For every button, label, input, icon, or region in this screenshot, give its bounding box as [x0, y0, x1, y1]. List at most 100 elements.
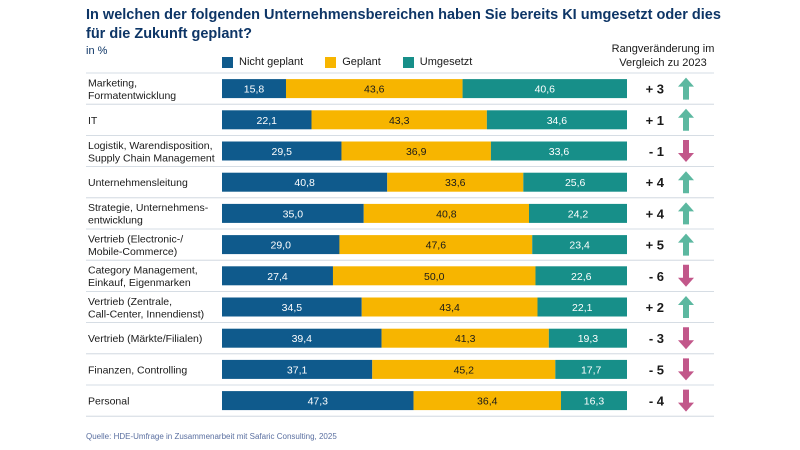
bar-segment	[490, 141, 627, 161]
rank-change-header: Rangveränderung im Vergleich zu 2023	[608, 42, 718, 70]
legend-label-nicht-geplant: Nicht geplant	[239, 56, 304, 68]
arrow-up-icon	[678, 202, 694, 225]
arrow-up-icon	[678, 171, 694, 194]
data-label: 43,6	[364, 84, 385, 96]
data-label: 41,3	[455, 333, 476, 345]
arrow-down-icon	[678, 389, 694, 412]
data-label: 36,9	[406, 146, 427, 158]
category-label: entwicklung	[88, 215, 143, 227]
data-label: 33,6	[445, 177, 466, 189]
data-label: 22,6	[571, 271, 592, 283]
data-label: 17,7	[581, 364, 602, 376]
category-label: Vertrieb (Zentrale,	[88, 296, 172, 308]
bar-segment	[535, 266, 627, 286]
rank-change-value: - 1	[649, 144, 664, 159]
arrow-down-icon	[678, 140, 694, 162]
bar-segment	[528, 203, 627, 223]
rank-change-value: - 5	[649, 362, 664, 377]
bar-segment	[339, 235, 533, 255]
bar-segment	[285, 79, 463, 99]
bar-segment	[413, 391, 561, 411]
data-label: 23,4	[569, 240, 590, 252]
bar-segment	[486, 110, 627, 130]
arrow-down-icon	[678, 358, 694, 381]
data-label: 19,3	[578, 333, 599, 345]
data-label: 29,0	[271, 240, 292, 252]
bar-segment	[462, 79, 627, 99]
legend-item-geplant: Geplant	[325, 56, 381, 68]
data-label: 40,8	[294, 177, 315, 189]
rank-change-value: + 2	[646, 300, 664, 315]
data-label: 22,1	[257, 115, 278, 127]
category-label: Personal	[88, 396, 129, 408]
data-label: 22,1	[572, 302, 593, 314]
arrow-up-icon	[678, 108, 694, 131]
bar-segment	[532, 235, 627, 255]
rank-change-header-line-2: Vergleich zu 2023	[619, 57, 707, 69]
category-label: Formatentwicklung	[88, 90, 176, 102]
rank-change-header-line-1: Rangveränderung im	[611, 43, 715, 55]
bar-segment	[222, 359, 373, 379]
data-label: 15,8	[244, 84, 265, 96]
bar-segment	[537, 297, 627, 317]
data-label: 29,5	[272, 146, 293, 158]
legend-label-geplant: Geplant	[342, 56, 381, 68]
bar-segment	[372, 359, 556, 379]
rank-change-value: - 6	[649, 269, 664, 284]
data-label: 37,1	[287, 364, 308, 376]
bar-segment	[222, 391, 414, 411]
data-label: 40,6	[535, 84, 556, 96]
data-label: 33,6	[549, 146, 570, 158]
data-label: 45,2	[454, 364, 475, 376]
arrow-up-icon	[678, 77, 694, 100]
bar-segment	[222, 110, 312, 130]
category-label: Logistik, Warendisposition,	[88, 140, 213, 152]
legend-swatch-geplant	[325, 56, 337, 68]
category-label: IT	[88, 115, 98, 127]
data-label: 34,5	[282, 302, 303, 314]
bar-segment	[222, 328, 382, 348]
legend-swatch-umgesetzt	[402, 56, 414, 68]
data-label: 16,3	[584, 396, 605, 408]
legend-swatch-nicht-geplant	[222, 56, 233, 68]
rank-change-value: + 4	[646, 206, 665, 221]
legend-item-nicht-geplant: Nicht geplant	[222, 56, 303, 68]
bar-segment	[341, 141, 491, 161]
data-label: 43,4	[439, 302, 460, 314]
rank-change-value: + 5	[646, 238, 664, 253]
bar-segment	[222, 172, 388, 192]
bar-segment	[332, 266, 536, 286]
category-label: Call-Center, Innendienst)	[88, 308, 204, 320]
category-label: Supply Chain Management	[88, 152, 215, 164]
bar-segment	[361, 297, 538, 317]
category-label: Category Management,	[88, 265, 198, 277]
category-label: Finanzen, Controlling	[88, 364, 187, 376]
legend: Nicht geplant Geplant Umgesetzt	[222, 56, 494, 68]
bar-segment	[222, 79, 286, 99]
category-label: Einkauf, Eigenmarken	[88, 277, 191, 289]
category-label: Unternehmensleitung	[88, 177, 188, 189]
bar-segment	[311, 110, 487, 130]
category-label: Vertrieb (Märkte/Filialen)	[88, 333, 202, 345]
arrow-up-icon	[678, 233, 694, 256]
bar-segment	[560, 391, 627, 411]
data-label: 24,2	[568, 208, 589, 220]
category-label: Strategie, Unternehmens-	[88, 202, 209, 214]
rank-change-value: + 3	[646, 82, 664, 97]
arrow-down-icon	[678, 327, 694, 350]
bar-segment	[523, 172, 627, 192]
category-label: Vertrieb (Electronic-/	[88, 233, 183, 245]
bar-segment	[222, 203, 364, 223]
bar-segment	[222, 266, 333, 286]
data-label: 47,3	[308, 396, 329, 408]
data-label: 39,4	[292, 333, 313, 345]
chart-title: In welchen der folgenden Unternehmensber…	[86, 7, 721, 42]
data-label: 43,3	[389, 115, 410, 127]
source-note: Quelle: HDE-Umfrage in Zusammenarbeit mi…	[86, 432, 337, 441]
rank-change-value: + 1	[646, 113, 664, 128]
arrow-up-icon	[678, 296, 694, 318]
bar-segment	[222, 297, 362, 317]
bar-segment	[387, 172, 524, 192]
bar-segment	[555, 359, 627, 379]
